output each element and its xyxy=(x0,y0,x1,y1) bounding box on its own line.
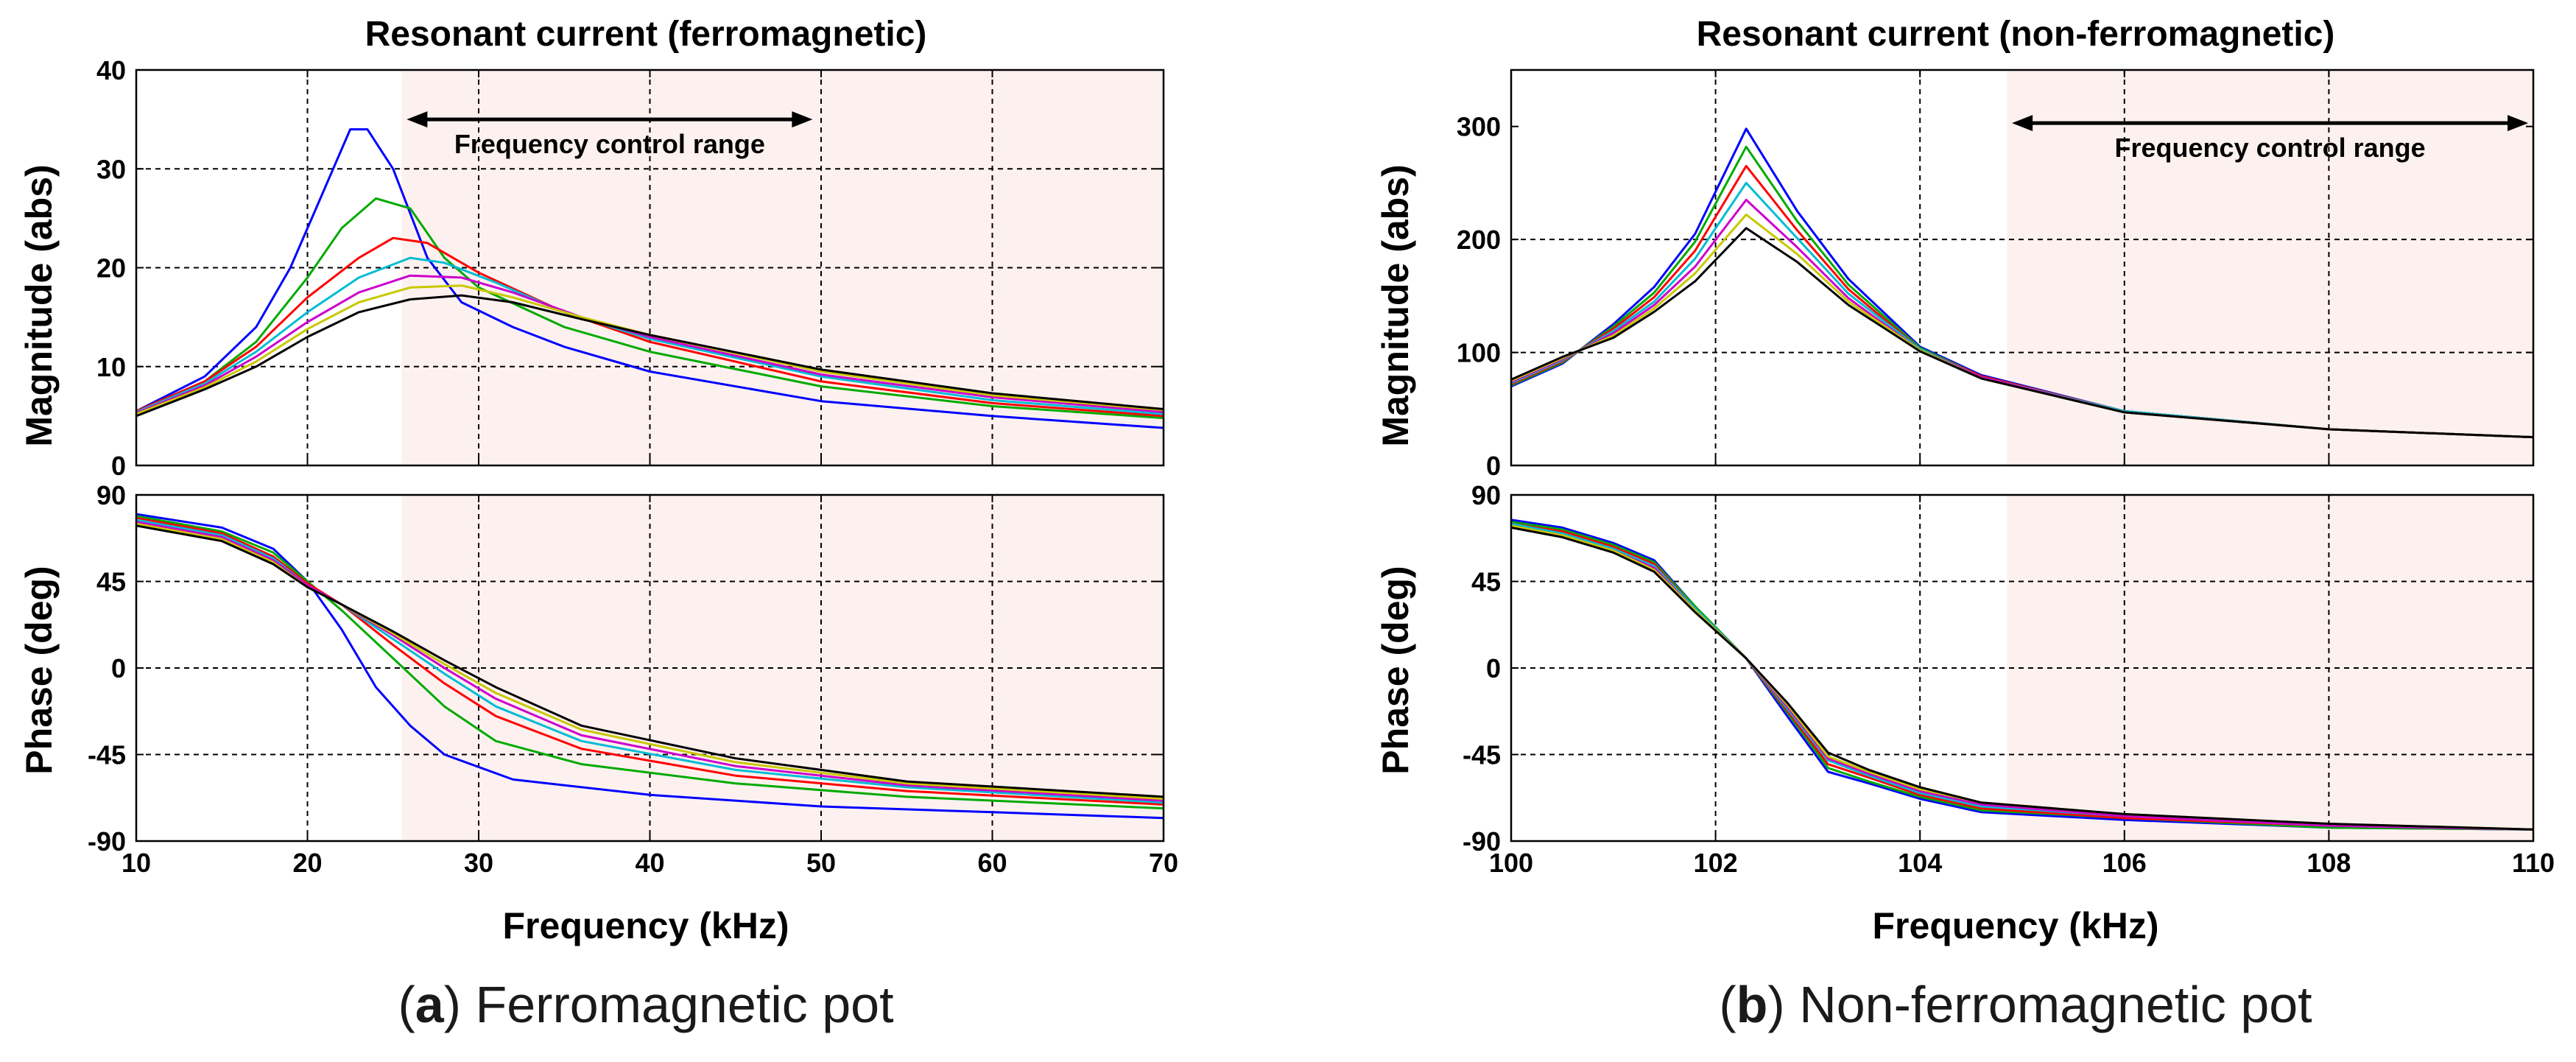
series-line-series-5 xyxy=(136,521,1164,802)
x-tick-label: 104 xyxy=(1898,848,1942,878)
series-line-series-1 xyxy=(136,128,1164,429)
y-tick-label: 100 xyxy=(1457,338,1501,368)
frequency-control-range-shade xyxy=(2007,70,2533,465)
y-tick-label: 300 xyxy=(1457,112,1501,142)
series-line-series-1 xyxy=(1510,518,2534,831)
x-tick-label: 20 xyxy=(292,848,322,878)
y-tick-label: 0 xyxy=(1486,653,1501,683)
panel-non-ferromagnetic: Resonant current (non-ferromagnetic) 010… xyxy=(1375,15,2555,1033)
y-tick-label: 200 xyxy=(1457,225,1501,255)
x-tick-label: 40 xyxy=(635,848,664,878)
frequency-control-range-label: Frequency control range xyxy=(2115,133,2426,163)
series-line-series-3 xyxy=(136,236,1164,418)
series-line-series-4 xyxy=(136,518,1164,804)
caption-text: Ferromagnetic pot xyxy=(475,976,893,1033)
magnitude-plot: 0 100 200 300 Frequency control range xyxy=(1457,68,2535,481)
series-line-series-6 xyxy=(136,284,1164,415)
series-line-series-5 xyxy=(136,274,1164,415)
y-tick-label: 20 xyxy=(96,253,126,284)
series-line-series-3 xyxy=(1510,522,2534,831)
frequency-control-range-label: Frequency control range xyxy=(454,129,765,159)
phase-plot: 10 20 30 40 50 60 70 -90 -45 0 45 90 xyxy=(88,480,1178,878)
x-tick-label: 102 xyxy=(1694,848,1738,878)
magnitude-plot: 0 10 20 30 40 Frequency control range xyxy=(96,55,1165,481)
plot-frame xyxy=(1510,68,2535,467)
y-tick-label: 45 xyxy=(96,567,126,597)
magnitude-y-label: Magnitude (abs) xyxy=(1375,164,1416,446)
caption-label: b xyxy=(1736,976,1768,1033)
y-tick-label: -90 xyxy=(1463,826,1501,857)
range-arrow-head-left xyxy=(407,111,428,128)
plot-frame xyxy=(1510,493,2535,843)
series-line-series-7 xyxy=(1510,526,2534,831)
x-tick-label: 110 xyxy=(2512,848,2555,878)
y-tick-label: 10 xyxy=(96,352,126,382)
magnitude-y-label: Magnitude (abs) xyxy=(18,164,60,446)
series-line-series-3 xyxy=(136,516,1164,806)
y-tick-label: 90 xyxy=(1471,480,1501,510)
chart-title: Resonant current (non-ferromagnetic) xyxy=(1697,15,2335,54)
series-line-series-1 xyxy=(136,513,1164,820)
range-arrow-head-right xyxy=(2508,115,2529,132)
y-tick-label: -45 xyxy=(88,740,126,770)
series-line-series-7 xyxy=(136,524,1164,798)
y-tick-label: 45 xyxy=(1471,567,1501,597)
x-tick-label: 100 xyxy=(1489,848,1533,878)
plot-frame xyxy=(135,68,1165,467)
x-tick-label: 50 xyxy=(806,848,836,878)
y-tick-label: 0 xyxy=(1486,451,1501,481)
y-tick-label: 90 xyxy=(96,480,126,510)
y-tick-label: 0 xyxy=(111,653,126,683)
x-tick-label: 30 xyxy=(464,848,493,878)
x-tick-label: 60 xyxy=(977,848,1007,878)
caption-label: a xyxy=(415,976,445,1033)
series-line-series-7 xyxy=(136,294,1164,418)
x-axis-label: Frequency (kHz) xyxy=(503,905,789,946)
phase-y-label: Phase (deg) xyxy=(18,566,60,774)
y-tick-label: -90 xyxy=(88,826,126,857)
chart-title: Resonant current (ferromagnetic) xyxy=(365,15,927,54)
phase-y-label: Phase (deg) xyxy=(1375,566,1416,774)
x-tick-label: 70 xyxy=(1149,848,1178,878)
panel-ferromagnetic: Resonant current (ferromagnetic) 0 10 20 30… xyxy=(18,15,1178,1033)
caption-text: Non-ferromagnetic pot xyxy=(1799,976,2312,1033)
x-tick-label: 108 xyxy=(2306,848,2351,878)
y-tick-label: 40 xyxy=(96,55,126,85)
figure-caption: (b) Non-ferromagnetic pot xyxy=(1719,976,2312,1033)
x-tick-label: 10 xyxy=(122,848,151,878)
y-tick-label: 30 xyxy=(96,154,126,184)
figure-caption: (a) Ferromagnetic pot xyxy=(398,976,893,1033)
range-arrow-head-left xyxy=(2012,115,2033,132)
x-axis-label: Frequency (kHz) xyxy=(1873,905,2159,946)
series-line-series-6 xyxy=(136,522,1164,801)
series-line-series-2 xyxy=(136,515,1164,810)
series-line-series-7 xyxy=(1510,227,2534,439)
y-tick-label: -45 xyxy=(1463,740,1501,770)
y-tick-label: 0 xyxy=(111,451,126,481)
series-line-series-2 xyxy=(136,197,1164,420)
phase-plot: 100 102 104 106 108 110 -90 -45 0 45 90 xyxy=(1463,480,2555,878)
series-line-series-4 xyxy=(136,256,1164,415)
plot-frame xyxy=(135,493,1165,843)
range-arrow-head-right xyxy=(792,111,813,128)
x-tick-label: 106 xyxy=(2102,848,2147,878)
